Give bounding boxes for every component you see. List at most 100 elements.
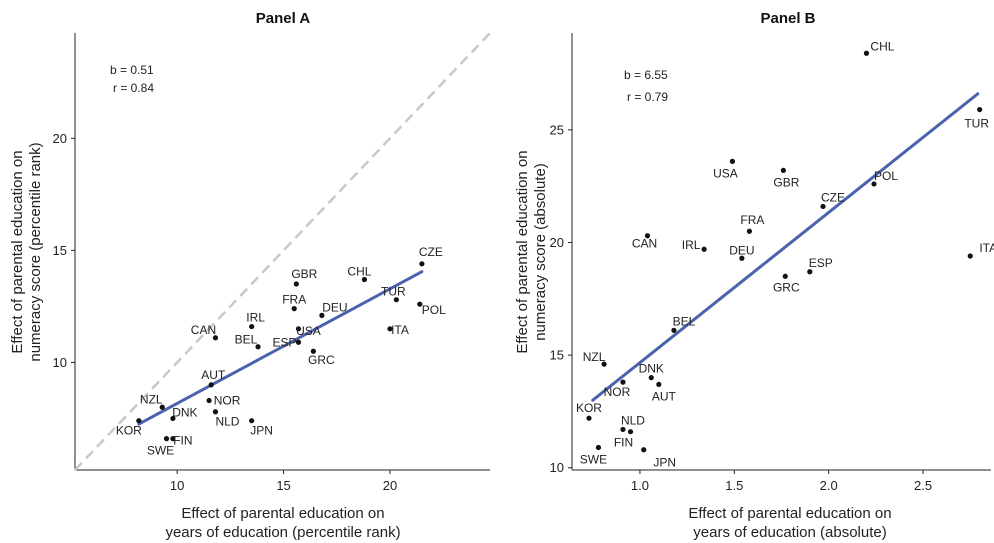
panel-a-point-label-bel: BEL xyxy=(235,333,258,347)
panel-b-point-label-fin: FIN xyxy=(614,436,633,450)
panel-b-point-label-chl: CHL xyxy=(870,39,894,53)
panel-a-point-aut xyxy=(208,382,214,388)
panel-a-y-tick-label: 20 xyxy=(53,131,67,146)
panel-b-point-usa xyxy=(729,158,736,164)
panel-a-point-label-esp: ESP xyxy=(272,335,296,349)
panel-a-point-grc xyxy=(310,348,316,354)
panel-b-y-tick-label: 25 xyxy=(550,122,564,137)
panel-a-x-title-line1: Effect of parental education on xyxy=(181,505,384,522)
panel-a-point-label-aut: AUT xyxy=(201,368,226,382)
panel-a-point-label-kor: KOR xyxy=(116,424,142,438)
panel-b-point-esp xyxy=(807,269,813,275)
panel-b-point-label-dnk: DNK xyxy=(639,362,664,376)
panel-a-stat-b: b = 0.51 xyxy=(110,63,154,77)
panel-b-point-can xyxy=(644,233,651,239)
panel-b-point-jpn xyxy=(641,447,647,453)
panel-b-y-title-line2: numeracy score (absolute) xyxy=(532,163,549,341)
panel-b-fit-line xyxy=(591,92,980,402)
panel-a-point-label-usa: USA xyxy=(296,324,321,338)
panel-a-point-swe xyxy=(163,436,170,442)
panel-b-point-label-jpn: JPN xyxy=(653,456,676,470)
panel-b-point-irl xyxy=(701,246,707,252)
panel-a-point-label-jpn: JPN xyxy=(250,424,273,438)
panel-b-x-tick-label: 1.5 xyxy=(725,478,743,493)
panel-b-point-label-irl: IRL xyxy=(682,238,701,252)
panel-a-point-gbr xyxy=(293,281,299,287)
panel-b-plot-area: 1.0 1.5 2.0 2.5 10 15 20 25 KOR SWE NZL NOR NLD FIN JP… xyxy=(550,33,994,493)
panel-b-x-title-line1: Effect of parental education on xyxy=(688,505,891,522)
panel-a-point-deu xyxy=(319,312,325,318)
panel-a-point-label-pol: POL xyxy=(422,303,446,317)
panel-b-point-label-kor: KOR xyxy=(576,401,602,415)
panel-a-point-label-gbr: GBR xyxy=(291,267,317,281)
panel-b-x-title-line2: years of education (absolute) xyxy=(693,524,886,541)
panel-b-point-pol xyxy=(871,181,877,187)
panel-a-point-tur xyxy=(393,297,399,303)
panel-b-point-label-bel: BEL xyxy=(673,314,696,328)
panel-b-point-label-nor: NOR xyxy=(604,385,631,399)
panel-b-point-label-tur: TUR xyxy=(964,117,989,131)
panel-b-point-fra xyxy=(746,228,753,234)
panel-b-y-title-line1: Effect of parental education on xyxy=(514,150,531,353)
panel-b-point-nld xyxy=(620,426,626,433)
panel-b-x-tick-label: 1.0 xyxy=(631,478,649,493)
panel-a-point-usa xyxy=(295,326,302,332)
panel-a-point-kor xyxy=(136,418,142,424)
panel-a-point-ita xyxy=(387,326,393,332)
panel-b-point-label-grc: GRC xyxy=(773,280,800,294)
panel-b-stat-b: b = 6.55 xyxy=(624,68,668,82)
panel-a-y-tick-label: 10 xyxy=(53,355,67,370)
panel-a-point-label-tur: TUR xyxy=(381,285,406,299)
panel-a-point-label-fra: FRA xyxy=(282,293,306,307)
panel-a-point-irl xyxy=(249,323,255,330)
panel-a-stat-r: r = 0.84 xyxy=(113,81,154,95)
panel-a-title: Panel A xyxy=(256,10,311,27)
panel-a-point-label-irl: IRL xyxy=(246,311,265,325)
panel-a-reference-line xyxy=(74,32,491,471)
panel-a-x-title-line2: years of education (percentile rank) xyxy=(165,524,400,541)
panel-b-x-tick-label: 2.0 xyxy=(820,478,838,493)
panel-b-point-dnk xyxy=(648,375,654,381)
panel-a-y-title-line2: numeracy score (percentile rank) xyxy=(27,142,44,361)
panel-a: Panel A b = 0.51 r = 0.84 Effect of pare… xyxy=(9,10,491,541)
panel-b-point-label-cze: CZE xyxy=(821,190,845,204)
panel-a-point-label-cze: CZE xyxy=(419,245,443,259)
panel-b-point-label-can: CAN xyxy=(632,237,657,251)
panel-a-point-dnk xyxy=(170,415,176,422)
panel-b-point-swe xyxy=(595,444,602,451)
panel-b-point-label-gbr: GBR xyxy=(773,175,799,189)
panel-a-point-label-deu: DEU xyxy=(322,300,347,314)
panel-a-fit-line xyxy=(137,270,424,426)
panel-a-point-cze xyxy=(419,261,425,267)
panel-a-point-fin xyxy=(170,436,176,442)
panel-b-point-nor xyxy=(620,379,626,385)
panel-a-point-label-nld: NLD xyxy=(215,415,239,429)
panel-b-point-label-deu: DEU xyxy=(729,243,754,257)
panel-a-y-title-line1: Effect of parental education on xyxy=(9,150,26,353)
panel-a-x-tick-label: 20 xyxy=(383,478,397,493)
panel-a-point-label-chl: CHL xyxy=(347,265,371,279)
panel-b-point-kor xyxy=(586,415,592,421)
panel-a-point-bel xyxy=(255,344,261,350)
panel-a-point-nor xyxy=(206,397,212,404)
panel-b-point-gbr xyxy=(780,167,786,174)
panel-b-point-label-nld: NLD xyxy=(621,413,645,427)
panel-a-x-tick-label: 15 xyxy=(276,478,290,493)
panel-a-point-jpn xyxy=(249,418,255,424)
panel-b-point-label-aut: AUT xyxy=(652,389,677,403)
panel-b-y-tick-label: 15 xyxy=(550,348,564,363)
panel-b: Panel B b = 6.55 r = 0.79 Effect of pare… xyxy=(514,10,994,541)
panel-b-point-ita xyxy=(967,253,973,259)
panel-a-point-chl xyxy=(361,276,368,283)
panel-b-point-label-fra: FRA xyxy=(740,213,764,227)
panel-b-point-nzl xyxy=(601,361,607,367)
panel-b-point-label-usa: USA xyxy=(713,166,738,180)
panel-b-point-cze xyxy=(820,203,826,210)
panel-b-point-grc xyxy=(782,273,788,279)
panel-b-x-tick-label: 2.5 xyxy=(914,478,932,493)
panel-a-point-pol xyxy=(417,301,423,307)
panel-b-point-label-pol: POL xyxy=(874,169,898,183)
panel-a-point-label-dnk: DNK xyxy=(172,405,197,419)
